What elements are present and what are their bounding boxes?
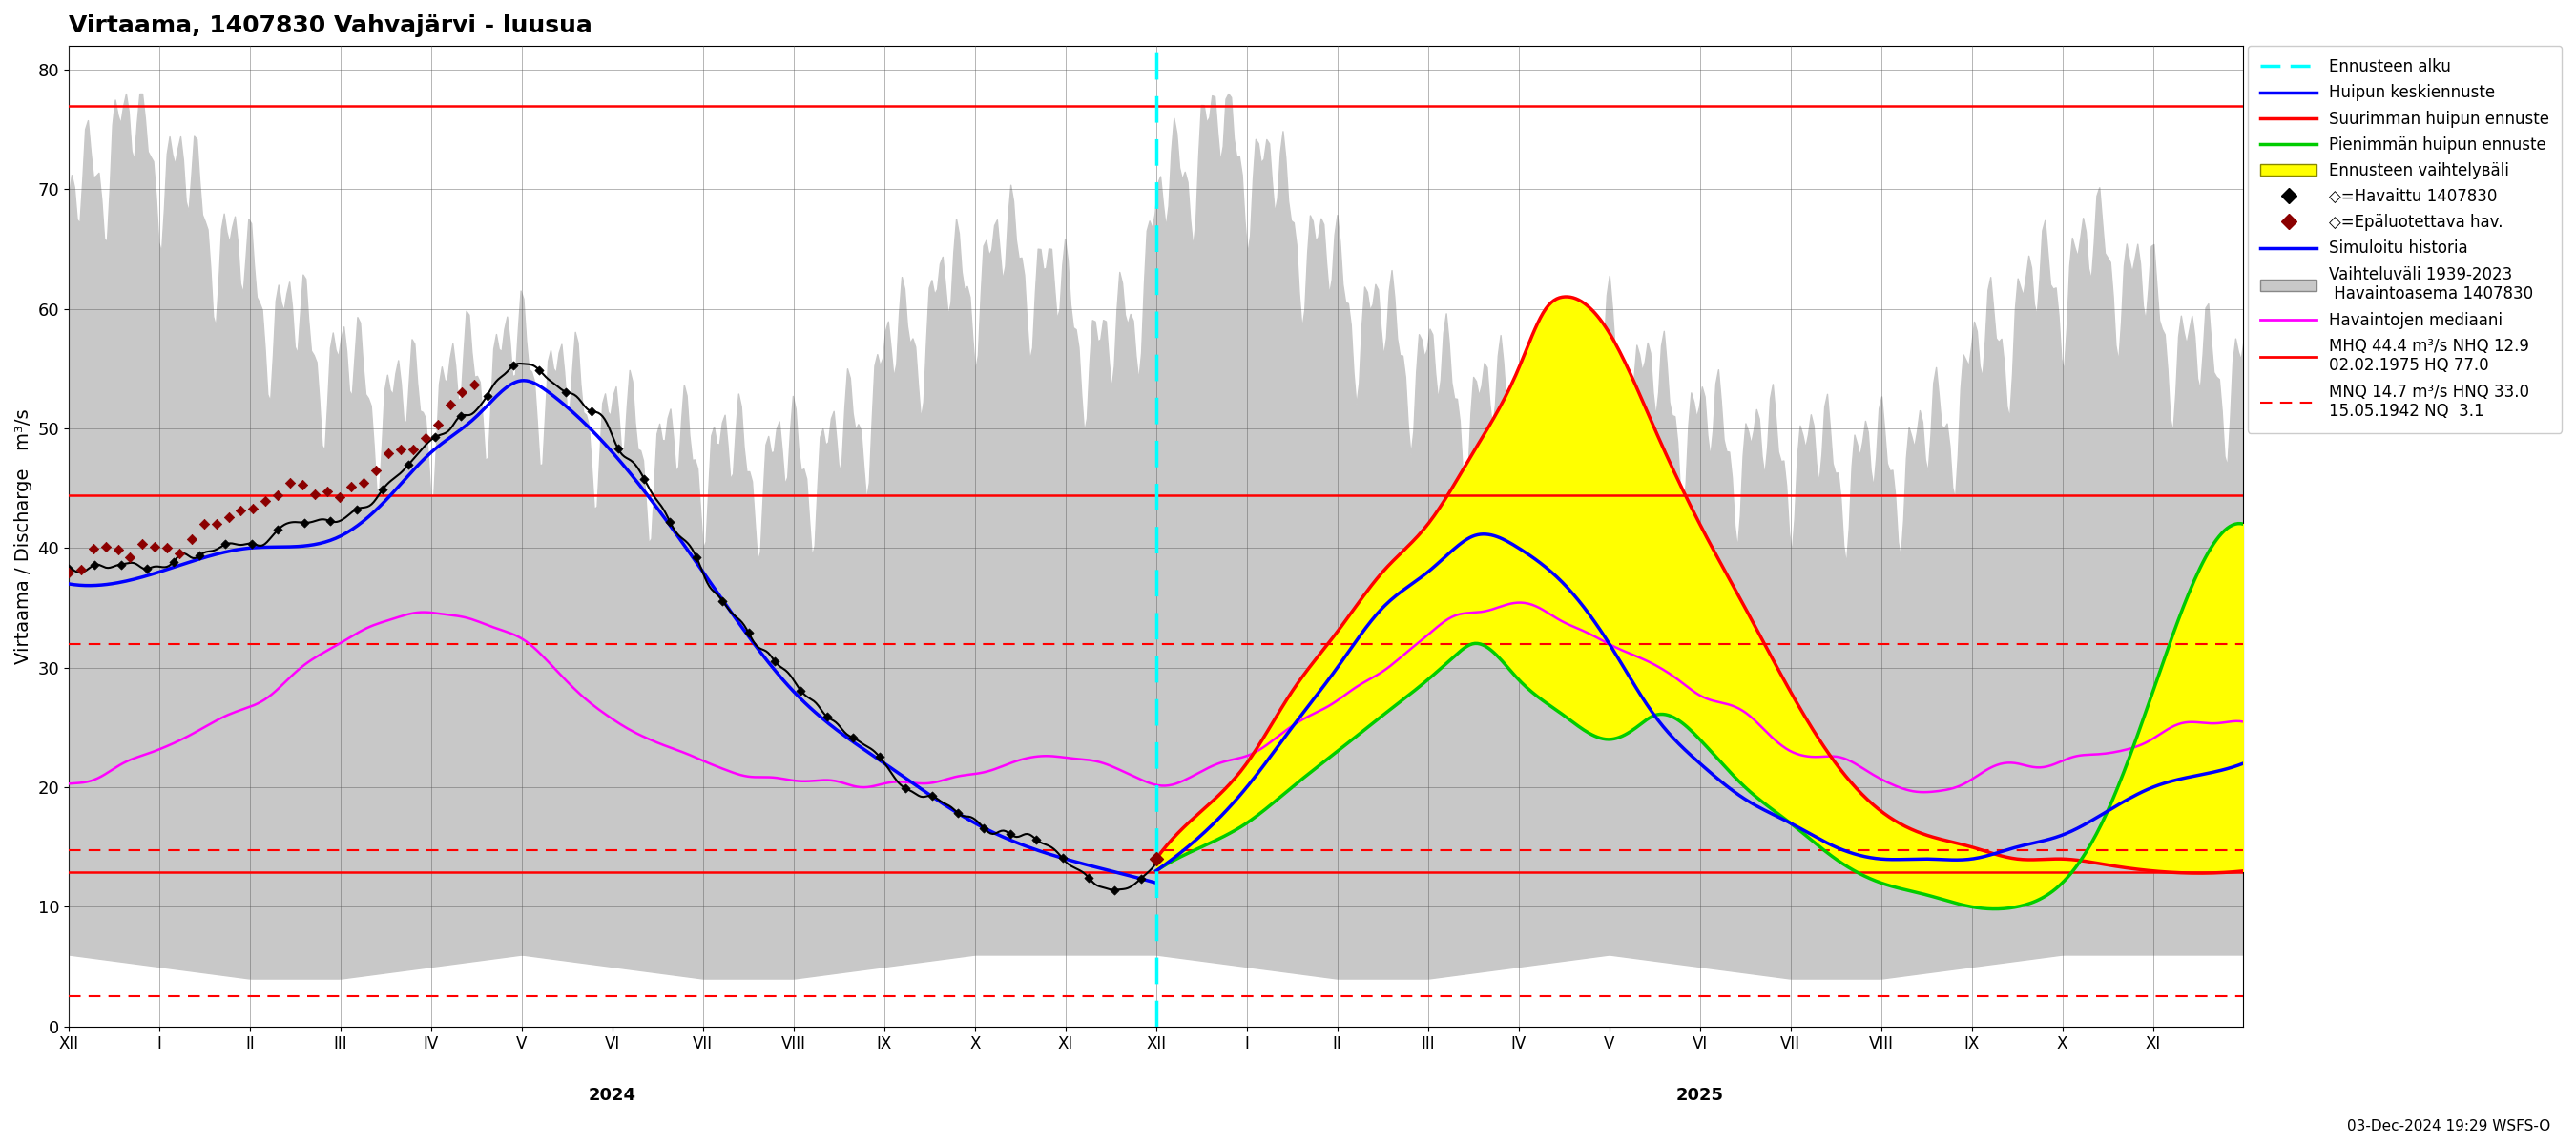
Point [209, 508, 250, 527]
Y-axis label: Virtaama / Discharge   m³/s: Virtaama / Discharge m³/s [15, 409, 33, 664]
Point [623, 469, 665, 488]
Point [126, 560, 167, 578]
Point [49, 563, 90, 582]
Point [598, 440, 639, 458]
Point [886, 779, 927, 797]
Point [1136, 850, 1177, 868]
Point [518, 361, 559, 379]
Point [1041, 850, 1082, 868]
Point [270, 474, 312, 492]
Point [343, 473, 384, 491]
Point [134, 537, 175, 555]
Point [430, 395, 471, 413]
Point [160, 544, 201, 562]
Point [121, 535, 162, 553]
Point [196, 515, 237, 534]
Point [178, 546, 219, 564]
Point [307, 482, 348, 500]
Point [806, 708, 848, 726]
Point [294, 485, 335, 504]
Point [404, 428, 446, 447]
Point [85, 538, 126, 556]
Point [392, 440, 433, 458]
Text: Virtaama, 1407830 Vahvajärvi - luusua: Virtaama, 1407830 Vahvajärvi - luusua [70, 14, 592, 37]
Point [355, 461, 397, 480]
Point [152, 553, 193, 571]
Point [232, 499, 273, 518]
Point [368, 444, 410, 463]
Point [330, 477, 371, 496]
Point [415, 428, 456, 447]
Point [572, 402, 613, 420]
Point [309, 512, 350, 530]
Point [147, 538, 188, 556]
Point [389, 456, 430, 474]
Point [1069, 868, 1110, 886]
Point [245, 492, 286, 511]
Text: 2024: 2024 [587, 1087, 636, 1104]
Point [466, 387, 507, 405]
Point [283, 514, 325, 532]
Point [781, 681, 822, 700]
Point [938, 804, 979, 822]
Point [361, 481, 402, 499]
Point [281, 475, 322, 493]
Point [417, 416, 459, 434]
Point [675, 547, 716, 566]
Text: 2025: 2025 [1677, 1087, 1723, 1104]
Point [701, 592, 742, 610]
Point [219, 502, 260, 520]
Point [912, 787, 953, 805]
Point [75, 555, 116, 574]
Point [319, 488, 361, 506]
Point [98, 540, 139, 559]
Point [989, 824, 1030, 843]
Point [335, 500, 376, 519]
Point [1015, 830, 1056, 848]
Point [258, 485, 299, 504]
Point [546, 382, 587, 401]
Point [1095, 881, 1136, 899]
Point [170, 529, 211, 547]
Point [59, 561, 100, 579]
Point [258, 521, 299, 539]
Point [100, 555, 142, 574]
Point [963, 819, 1005, 837]
Point [858, 748, 899, 766]
Point [381, 441, 422, 459]
Point [755, 652, 796, 670]
Legend: Ennusteen alku, Huipun keskiennuste, Suurimman huipun ennuste, Pienimmän huipun : Ennusteen alku, Huipun keskiennuste, Suu… [2249, 46, 2563, 433]
Point [832, 728, 873, 747]
Point [183, 515, 224, 534]
Point [232, 535, 273, 553]
Point [49, 560, 90, 578]
Point [729, 624, 770, 642]
Point [440, 382, 482, 401]
Point [440, 406, 482, 425]
Text: 03-Dec-2024 19:29 WSFS-O: 03-Dec-2024 19:29 WSFS-O [2347, 1120, 2550, 1134]
Point [453, 376, 495, 394]
Point [1121, 869, 1162, 887]
Point [206, 535, 247, 553]
Point [649, 513, 690, 531]
Point [492, 356, 533, 374]
Point [72, 539, 113, 558]
Point [111, 548, 152, 567]
